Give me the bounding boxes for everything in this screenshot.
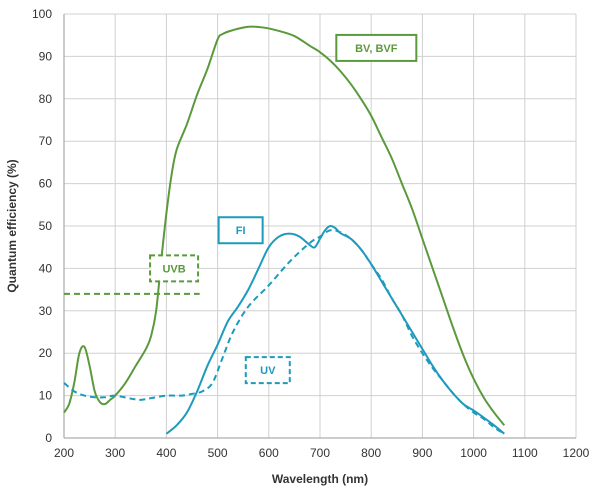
series-label-box: BV, BVF xyxy=(335,33,418,62)
label-box-text: UV xyxy=(260,365,276,377)
y-tick-label: 20 xyxy=(39,346,53,360)
y-axis-title: Quantum efficiency (%) xyxy=(5,159,19,292)
series-line-uv xyxy=(63,229,505,435)
y-tick-label: 80 xyxy=(39,92,53,106)
x-tick-label: 400 xyxy=(156,446,176,460)
y-tick-label: 70 xyxy=(39,134,53,148)
y-tick-label: 100 xyxy=(32,7,52,21)
x-tick-label: 700 xyxy=(310,446,330,460)
x-tick-label: 600 xyxy=(259,446,279,460)
label-box-text: BV, BVF xyxy=(355,43,398,55)
series-label-boxes: BV, BVF FI UVB UV xyxy=(149,33,418,385)
series-label-box: FI xyxy=(217,216,264,245)
x-tick-label: 1100 xyxy=(512,446,538,460)
x-tick-label: 1200 xyxy=(563,446,590,460)
series-label-box: UVB xyxy=(149,254,200,283)
x-tick-label: 300 xyxy=(105,446,125,460)
y-tick-label: 40 xyxy=(39,261,53,275)
x-tick-label: 1000 xyxy=(460,446,487,460)
x-tick-label: 500 xyxy=(208,446,228,460)
label-box-text: FI xyxy=(236,225,246,237)
y-tick-label: 90 xyxy=(39,49,53,63)
y-tick-label: 50 xyxy=(39,219,53,233)
label-box-text: UVB xyxy=(162,263,185,275)
y-tick-label: 0 xyxy=(45,431,52,445)
x-tick-label: 900 xyxy=(412,446,432,460)
label-box-frame xyxy=(149,254,200,283)
x-tick-label: 200 xyxy=(54,446,74,460)
label-box-frame xyxy=(335,33,418,62)
label-box-frame xyxy=(217,216,264,245)
y-tick-label: 60 xyxy=(39,177,53,191)
y-tick-label: 10 xyxy=(39,389,53,403)
series-layer xyxy=(63,25,506,435)
series-label-box: UV xyxy=(244,356,291,385)
grid-lines xyxy=(63,13,577,439)
series-line-fi xyxy=(165,224,505,435)
x-tick-labels: 200 300 400 500 600 700 800 900 1000 1100 1200 xyxy=(54,446,590,460)
y-tick-labels: 0 10 20 30 40 50 60 70 80 90 100 xyxy=(32,7,52,445)
axes xyxy=(63,14,576,439)
series-line-bv-bvf xyxy=(63,25,506,426)
x-tick-label: 800 xyxy=(361,446,381,460)
x-axis-title: Wavelength (nm) xyxy=(272,472,368,486)
label-box-frame xyxy=(244,356,291,385)
y-tick-label: 30 xyxy=(39,304,53,318)
